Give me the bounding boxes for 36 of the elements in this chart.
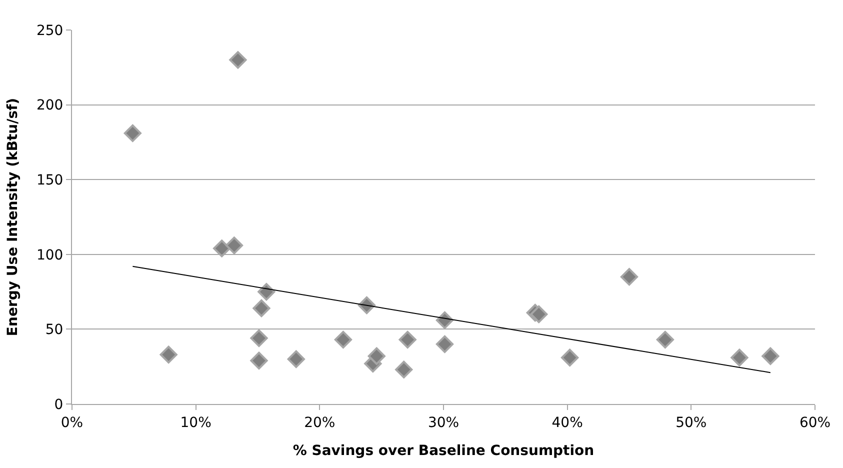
y-tick-label: 200 bbox=[36, 98, 64, 114]
point bbox=[730, 348, 748, 366]
x-tick-label: 60% bbox=[799, 414, 831, 431]
x-tick-label: 50% bbox=[676, 414, 707, 431]
x-axis-title: % Savings over Baseline Consumption bbox=[292, 443, 594, 460]
x-tick-label: 20% bbox=[304, 414, 336, 431]
point bbox=[250, 329, 268, 347]
x-tick-label: 30% bbox=[428, 414, 460, 431]
point bbox=[561, 348, 579, 366]
point bbox=[762, 347, 780, 365]
y-axis-title: Energy Use Intensity (kBtu/sf) bbox=[5, 98, 22, 336]
y-tick-label: 250 bbox=[36, 22, 64, 39]
point bbox=[225, 236, 244, 254]
point bbox=[213, 240, 231, 258]
point bbox=[287, 350, 305, 368]
y-tick-label: 0 bbox=[54, 396, 64, 413]
point bbox=[160, 346, 178, 364]
x-tick-label: 0% bbox=[60, 414, 84, 431]
point bbox=[258, 283, 276, 301]
point bbox=[398, 330, 416, 348]
point bbox=[620, 268, 638, 286]
y-tick-label: 50 bbox=[45, 322, 64, 338]
y-tick-label: 150 bbox=[36, 172, 64, 188]
point bbox=[656, 330, 674, 348]
y-tick-label: 100 bbox=[36, 247, 64, 264]
point bbox=[436, 335, 454, 353]
point bbox=[368, 347, 386, 365]
x-tick-label: 10% bbox=[180, 414, 212, 431]
point bbox=[395, 360, 413, 378]
x-tick-label: 40% bbox=[552, 414, 583, 431]
point bbox=[252, 299, 270, 318]
point bbox=[334, 330, 352, 348]
point bbox=[229, 51, 247, 69]
point bbox=[250, 352, 268, 370]
point bbox=[124, 124, 142, 142]
point bbox=[530, 305, 548, 324]
